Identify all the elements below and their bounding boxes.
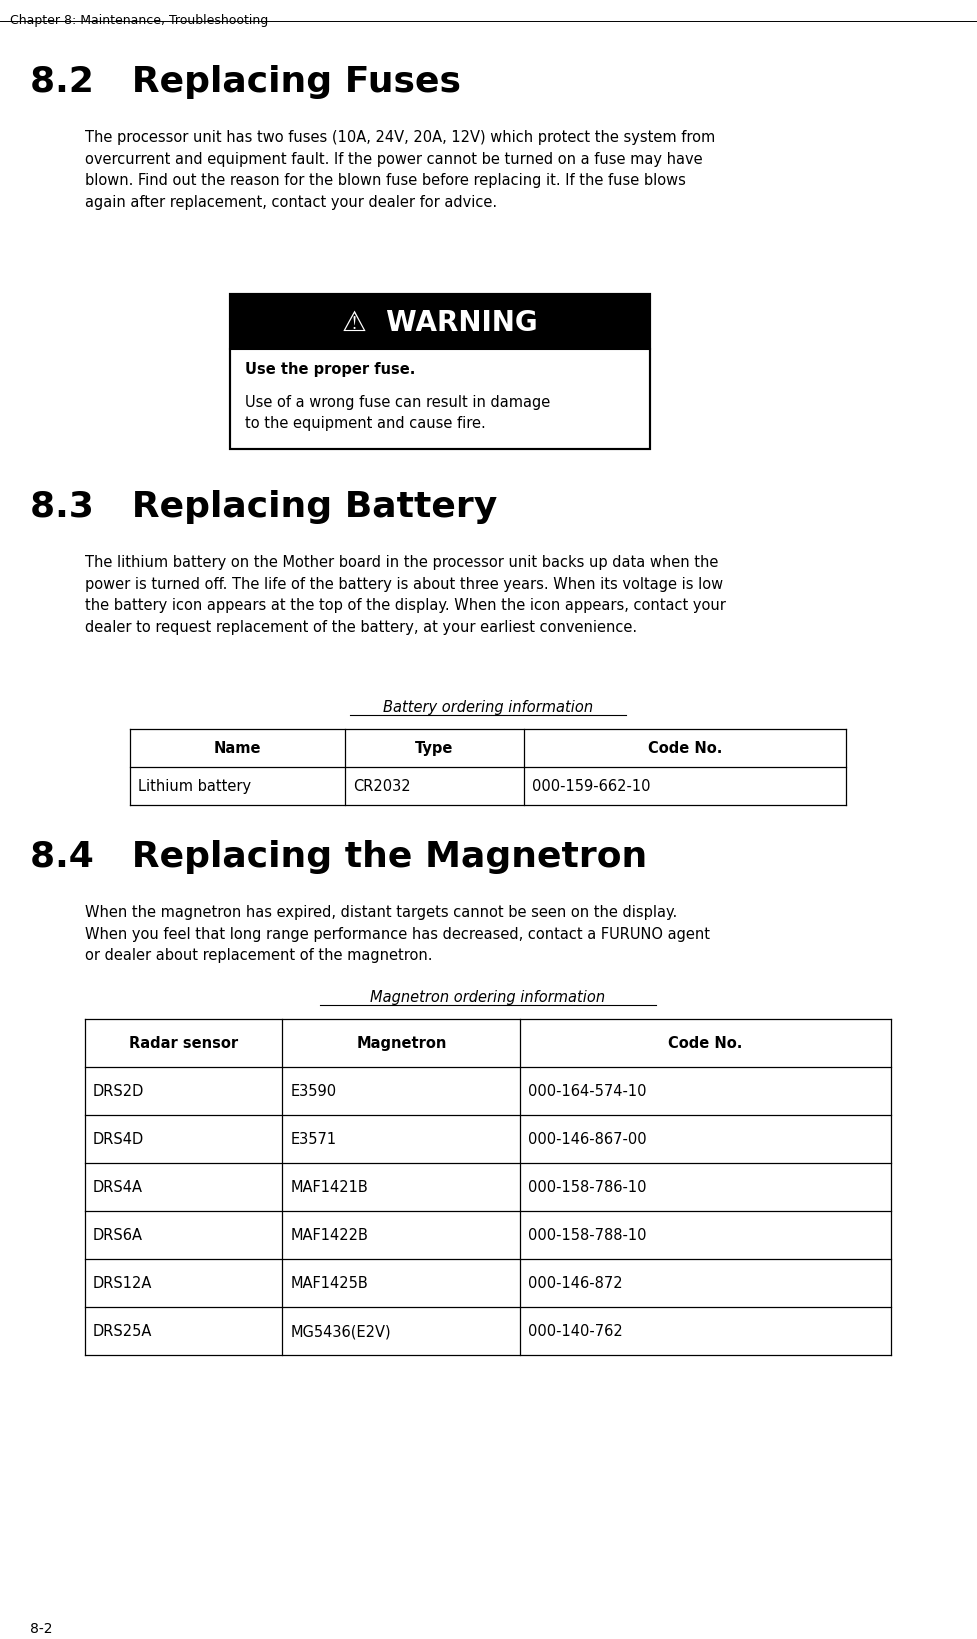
Text: MAF1422B: MAF1422B <box>290 1228 368 1242</box>
Text: 000-146-867-00: 000-146-867-00 <box>529 1131 647 1147</box>
Text: 8.4   Replacing the Magnetron: 8.4 Replacing the Magnetron <box>30 839 647 874</box>
Text: E3571: E3571 <box>290 1131 337 1147</box>
Text: Lithium battery: Lithium battery <box>138 779 251 793</box>
Text: DRS25A: DRS25A <box>93 1324 152 1339</box>
Text: DRS4A: DRS4A <box>93 1180 143 1195</box>
FancyBboxPatch shape <box>230 295 650 349</box>
Text: E3590: E3590 <box>290 1083 337 1098</box>
Text: The processor unit has two fuses (10A, 24V, 20A, 12V) which protect the system f: The processor unit has two fuses (10A, 2… <box>85 129 715 210</box>
Text: 8.3   Replacing Battery: 8.3 Replacing Battery <box>30 490 497 523</box>
Text: DRS4D: DRS4D <box>93 1131 145 1147</box>
Text: Magnetron: Magnetron <box>357 1036 446 1051</box>
Text: Radar sensor: Radar sensor <box>129 1036 238 1051</box>
Text: Chapter 8: Maintenance, Troubleshooting: Chapter 8: Maintenance, Troubleshooting <box>10 15 269 26</box>
Text: MAF1425B: MAF1425B <box>290 1275 368 1290</box>
Text: MG5436(E2V): MG5436(E2V) <box>290 1324 391 1339</box>
Text: 000-158-786-10: 000-158-786-10 <box>529 1180 647 1195</box>
Text: DRS6A: DRS6A <box>93 1228 143 1242</box>
Text: Battery ordering information: Battery ordering information <box>383 700 593 715</box>
Text: 8.2   Replacing Fuses: 8.2 Replacing Fuses <box>30 66 461 98</box>
Text: 8-2: 8-2 <box>30 1621 53 1634</box>
Text: When the magnetron has expired, distant targets cannot be seen on the display.
W: When the magnetron has expired, distant … <box>85 905 710 962</box>
Text: The lithium battery on the Mother board in the processor unit backs up data when: The lithium battery on the Mother board … <box>85 554 726 634</box>
Text: 000-159-662-10: 000-159-662-10 <box>531 779 651 793</box>
Text: Code No.: Code No. <box>648 741 722 756</box>
Text: Use the proper fuse.: Use the proper fuse. <box>245 362 415 377</box>
Text: Type: Type <box>415 741 453 756</box>
FancyBboxPatch shape <box>230 349 650 449</box>
Text: MAF1421B: MAF1421B <box>290 1180 368 1195</box>
Text: DRS2D: DRS2D <box>93 1083 145 1098</box>
Text: 000-146-872: 000-146-872 <box>529 1275 623 1290</box>
Text: Magnetron ordering information: Magnetron ordering information <box>370 990 606 1005</box>
Text: DRS12A: DRS12A <box>93 1275 152 1290</box>
Text: 000-164-574-10: 000-164-574-10 <box>529 1083 647 1098</box>
Text: 000-158-788-10: 000-158-788-10 <box>529 1228 647 1242</box>
Text: 000-140-762: 000-140-762 <box>529 1324 623 1339</box>
Text: Code No.: Code No. <box>668 1036 743 1051</box>
Text: CR2032: CR2032 <box>353 779 410 793</box>
Text: ⚠  WARNING: ⚠ WARNING <box>342 308 537 336</box>
Text: Use of a wrong fuse can result in damage
to the equipment and cause fire.: Use of a wrong fuse can result in damage… <box>245 395 550 431</box>
Text: Name: Name <box>214 741 261 756</box>
